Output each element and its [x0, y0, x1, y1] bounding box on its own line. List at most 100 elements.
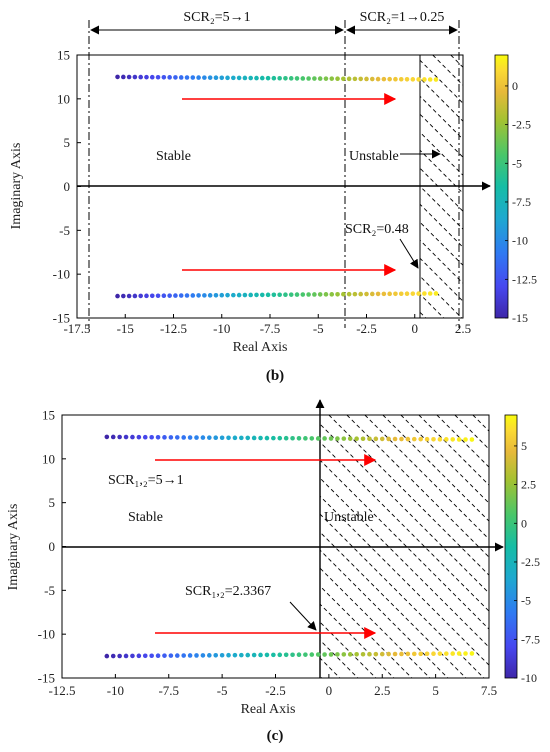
panel-caption: (b) [266, 368, 284, 384]
eigenvalue-point-lower [251, 652, 257, 658]
eigenvalue-point-upper [358, 76, 364, 82]
eigenvalue-point-lower [173, 293, 178, 298]
eigenvalue-point-upper [213, 75, 219, 81]
eigenvalue-point-upper [121, 74, 126, 80]
y-tick-label: -10 [38, 627, 55, 642]
eigenvalue-point-upper [254, 75, 259, 81]
eigenvalue-point-lower [123, 653, 129, 659]
x-tick-label: 7.5 [481, 683, 497, 698]
eigenvalue-point-lower [290, 652, 295, 658]
eigenvalue-point-upper [271, 435, 276, 441]
eigenvalue-point-upper [144, 74, 149, 80]
hatch-line [320, 549, 449, 678]
eigenvalue-point-upper [354, 436, 359, 442]
eigenvalue-point-lower [296, 652, 302, 657]
eigenvalue-point-lower [399, 651, 404, 657]
eigenvalue-point-lower [364, 291, 369, 297]
eigenvalue-point-upper [245, 435, 251, 441]
hatch-line [420, 239, 463, 284]
eigenvalue-point-upper [138, 74, 143, 80]
eigenvalue-point-upper [167, 75, 172, 80]
eigenvalue-point-lower [265, 292, 271, 298]
eigenvalue-point-lower [207, 653, 212, 658]
eigenvalue-point-lower [317, 292, 323, 297]
y-tick-label: -15 [38, 671, 55, 686]
eigenvalue-point-upper [341, 436, 347, 441]
eigenvalue-point-upper [202, 75, 207, 80]
eigenvalue-point-upper [184, 75, 190, 80]
colorbar [504, 414, 518, 679]
eigenvalue-point-lower [213, 652, 219, 658]
eigenvalue-point-upper [424, 436, 430, 442]
eigenvalue-point-lower [398, 291, 404, 297]
range-label-1: SCR₂=5→1 [183, 10, 250, 25]
eigenvalue-point-upper [178, 75, 184, 80]
y-tick-label: 5 [64, 135, 71, 150]
eigenvalue-point-upper [110, 434, 116, 440]
eigenvalue-point-lower [155, 293, 161, 299]
eigenvalue-point-upper [251, 435, 257, 441]
eigenvalue-point-upper [309, 436, 315, 441]
eigenvalue-point-lower [136, 653, 142, 659]
eigenvalue-traces [115, 74, 439, 299]
critical-label: SCR₁,₂=2.3367 [185, 584, 271, 599]
eigenvalue-point-lower [162, 653, 167, 658]
eigenvalue-point-upper [315, 436, 321, 441]
x-tick-label: -2.5 [265, 683, 286, 698]
y-axis-title: Imaginary Axis [9, 143, 24, 230]
eigenvalue-point-upper [283, 435, 289, 441]
colorbar-tick-label: -2.5 [521, 555, 540, 569]
x-tick-label: -2.5 [356, 321, 377, 336]
stable-label: Stable [128, 510, 163, 525]
eigenvalue-point-upper [290, 435, 295, 441]
eigenvalue-point-lower [329, 292, 335, 297]
eigenvalue-point-lower [431, 651, 436, 657]
eigenvalue-point-lower [288, 292, 294, 297]
eigenvalue-point-upper [181, 435, 186, 440]
x-tick-label: 0 [412, 321, 419, 336]
eigenvalue-point-upper [117, 434, 122, 440]
eigenvalue-point-upper [328, 436, 334, 441]
eigenvalue-point-upper [226, 435, 231, 441]
eigenvalue-point-upper [236, 75, 242, 81]
unstable-label: Unstable [349, 149, 399, 164]
eigenvalue-point-upper [187, 435, 193, 440]
eigenvalue-point-upper [123, 434, 129, 440]
x-tick-label: 5 [432, 683, 439, 698]
eigenvalue-point-upper [303, 436, 308, 441]
eigenvalue-point-upper [130, 434, 135, 440]
eigenvalue-point-lower [258, 652, 263, 658]
range-label-2: SCR₂=1→0.25 [360, 10, 445, 25]
eigenvalue-point-lower [358, 291, 364, 297]
eigenvalue-point-upper [347, 436, 353, 441]
eigenvalue-point-upper [416, 77, 421, 82]
eigenvalue-point-lower [346, 291, 352, 297]
eigenvalue-point-upper [469, 437, 475, 442]
eigenvalue-point-lower [245, 652, 251, 658]
eigenvalue-point-lower [219, 292, 225, 298]
eigenvalue-point-upper [386, 436, 391, 442]
y-tick-label: 0 [64, 179, 71, 194]
eigenvalue-point-lower [315, 652, 321, 657]
eigenvalue-point-lower [149, 653, 154, 659]
eigenvalue-point-upper [323, 76, 329, 81]
eigenvalue-point-upper [126, 74, 132, 80]
eigenvalue-point-upper [367, 436, 372, 442]
eigenvalue-point-lower [242, 292, 248, 298]
eigenvalue-point-lower [424, 651, 430, 657]
eigenvalue-point-upper [431, 436, 436, 442]
eigenvalue-point-lower [300, 292, 306, 297]
eigenvalue-point-upper [418, 436, 423, 442]
x-tick-label: -5 [217, 683, 228, 698]
eigenvalue-point-lower [277, 652, 283, 658]
eigenvalue-point-lower [294, 292, 300, 297]
eigenvalue-point-upper [200, 435, 206, 440]
hatch-line [320, 567, 431, 678]
critical-pointer [289, 601, 317, 631]
eigenvalue-point-upper [155, 434, 161, 440]
eigenvalue-point-upper [300, 76, 306, 81]
eigenvalue-point-lower [444, 651, 449, 656]
panel-caption: (c) [267, 728, 284, 744]
axis-ticks: -12.5 -10 -7.5 -5 -2.5 0 2.5 5 7.5 15 10 5 0 -5 -10 -15 [38, 408, 497, 699]
eigenvalue-point-lower [190, 293, 196, 298]
